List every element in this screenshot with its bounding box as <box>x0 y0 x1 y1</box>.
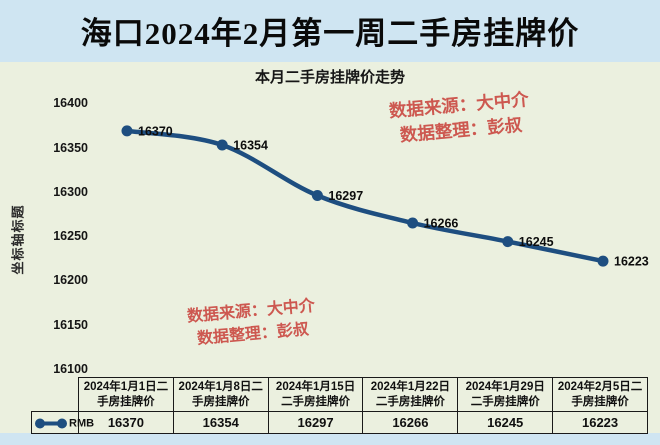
table-header-cell: 2024年1月29日二手房挂牌价 <box>457 377 554 412</box>
table-value-cell: 16354 <box>172 411 269 434</box>
data-point-label: 16223 <box>614 255 649 269</box>
y-tick-label: 16350 <box>53 140 88 155</box>
data-point-marker <box>597 255 609 267</box>
table-header-cell: 2024年1月1日二手房挂牌价 <box>78 377 174 412</box>
table-header-cell: 2024年2月5日二手房挂牌价 <box>552 377 648 412</box>
data-point-marker <box>502 236 514 248</box>
data-point-label: 16370 <box>138 124 173 138</box>
data-point-marker <box>121 125 133 137</box>
y-tick-label: 16150 <box>53 317 88 332</box>
table-header-cell: 2024年1月15日二手房挂牌价 <box>267 377 364 412</box>
table-value-cell: 16223 <box>552 411 648 434</box>
data-table: 2024年1月1日二手房挂牌价 2024年1月8日二手房挂牌价 2024年1月15日… <box>31 377 648 434</box>
data-point-label: 16297 <box>328 189 363 203</box>
legend-series-label: RMB <box>69 417 95 430</box>
data-point-marker <box>407 217 419 229</box>
y-tick-label: 16100 <box>53 361 88 376</box>
table-header-cell: 2024年1月8日二手房挂牌价 <box>172 377 269 412</box>
table-value-cell: 16297 <box>267 411 364 434</box>
chart-area: 本月二手房挂牌价走势 数据来源：大中介 数据整理：彭叔 数据来源：大中介 数据整… <box>0 62 660 434</box>
y-tick-label: 16400 <box>53 96 88 111</box>
y-tick-label: 16250 <box>53 229 88 244</box>
table-header-row: 2024年1月1日二手房挂牌价 2024年1月8日二手房挂牌价 2024年1月15日… <box>32 377 648 412</box>
data-point-marker <box>311 190 323 201</box>
data-point-marker <box>216 139 228 151</box>
table-header-cell: 2024年1月22日二手房挂牌价 <box>362 377 459 412</box>
table-value-cell: 16245 <box>457 411 554 434</box>
line-marker-legend-icon <box>35 418 67 429</box>
y-axis-ticks: 16400 16350 16300 16250 16200 16150 16100 <box>0 62 90 433</box>
data-point-label: 16266 <box>424 217 459 231</box>
table-value-row: RMB 16370 16354 16297 16266 16245 16223 <box>31 411 648 434</box>
y-tick-label: 16300 <box>53 184 88 199</box>
data-point-label: 16245 <box>519 235 554 249</box>
price-line-series <box>124 128 606 264</box>
legend-spacer-cell <box>32 378 79 412</box>
line-chart-plot: 16370 16354 16297 16266 16245 16223 <box>121 124 649 269</box>
chart-title: 本月二手房挂牌价走势 <box>255 69 406 86</box>
page-title: 海口2024年2月第一周二手房挂牌价 <box>80 16 580 51</box>
data-point-label: 16354 <box>233 139 268 153</box>
legend-key-cell: RMB <box>31 411 94 434</box>
y-tick-label: 16200 <box>53 273 88 288</box>
table-value-cell: 16370 <box>78 411 174 434</box>
table-value-cell: 16266 <box>362 411 459 434</box>
